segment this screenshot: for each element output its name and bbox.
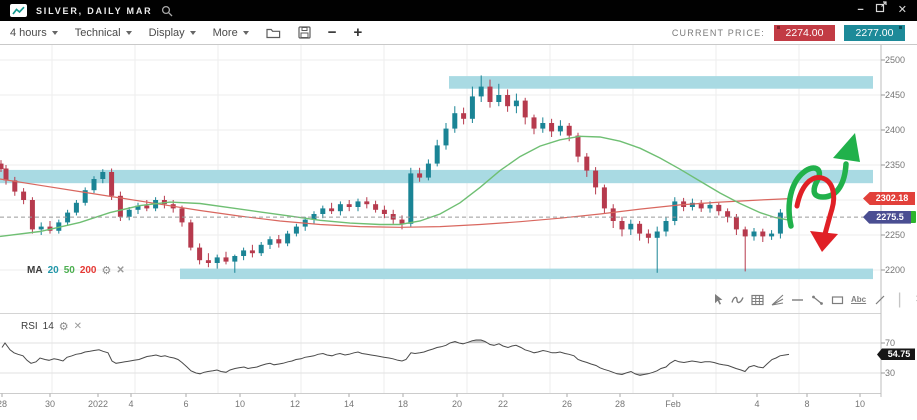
- chart-toolbar: 4 hours Technical Display More − + CURRE…: [0, 21, 917, 45]
- close-button[interactable]: ✕: [897, 4, 907, 16]
- current-price-label: CURRENT PRICE:: [671, 27, 765, 38]
- pane-borders: [0, 45, 882, 397]
- rsi-axis-label: 30: [885, 368, 896, 378]
- ma-indicator-legend: MA 20 50 200 ⚙ ✕: [27, 264, 125, 277]
- candles-layer: [0, 75, 792, 273]
- open-folder-icon[interactable]: [266, 27, 281, 39]
- freehand-curve-tool-icon[interactable]: [731, 291, 744, 308]
- price-axis-label: 2200: [885, 265, 906, 275]
- time-axis-label: 22: [497, 399, 509, 409]
- last-price-axis-label: 2275.5: [863, 210, 911, 224]
- drawing-toolbar: Abc | ✕: [711, 289, 917, 310]
- scenario-arrows: [786, 133, 860, 252]
- price-axis-label: 2250: [885, 230, 906, 240]
- last-price-edge-marker: [910, 211, 916, 224]
- rsi-axis-label: 70: [885, 338, 896, 348]
- time-axis-label: 14: [343, 399, 355, 409]
- grid-tool-icon[interactable]: [751, 291, 764, 308]
- time-axis-label: 20: [451, 399, 463, 409]
- horizontal-line-tool-icon[interactable]: [791, 291, 804, 308]
- ma-value-axis-label: 2302.18: [863, 191, 915, 205]
- time-axis-label: 4: [754, 399, 760, 409]
- display-dropdown[interactable]: Display: [149, 27, 196, 39]
- price-axis-label: 2450: [885, 90, 906, 100]
- moving-averages-layer: [0, 135, 791, 238]
- axis-ticks: [1, 59, 885, 397]
- time-axis-label: 30: [44, 399, 56, 409]
- gridlines: [0, 45, 881, 394]
- zoom-in-button[interactable]: +: [353, 23, 363, 41]
- time-axis-label: 10: [234, 399, 246, 409]
- rsi-period: 14: [42, 321, 54, 332]
- price-zones: [0, 76, 873, 280]
- rsi-label: RSI: [21, 321, 38, 332]
- time-axis-label: 4: [128, 399, 134, 409]
- time-axis-label: 18: [397, 399, 409, 409]
- price-axis-label: 2500: [885, 55, 906, 65]
- time-axis-label: 26: [561, 399, 573, 409]
- ask-price-badge[interactable]: 2277.00: [844, 24, 905, 41]
- rsi-layer: [1, 339, 790, 376]
- chart-symbol-title: SILVER, DAILY MAR: [36, 5, 153, 16]
- ma-remove-icon[interactable]: ✕: [116, 265, 125, 276]
- title-bar: SILVER, DAILY MAR − ✕: [0, 0, 917, 21]
- line-tool-icon[interactable]: [873, 291, 886, 308]
- rsi-remove-icon[interactable]: ✕: [73, 321, 83, 332]
- chevron-down-icon: [189, 30, 196, 35]
- minimize-button[interactable]: −: [857, 4, 864, 16]
- price-axis-label: 2400: [885, 125, 906, 135]
- ma-period-50: 50: [63, 265, 75, 276]
- search-icon[interactable]: [161, 5, 173, 17]
- bearish-arrow-annotation: [794, 175, 837, 237]
- toolbar-separator: |: [897, 290, 902, 308]
- close-drawing-toolbar-icon[interactable]: ✕: [913, 291, 917, 308]
- rectangle-tool-icon[interactable]: [831, 291, 844, 308]
- save-icon[interactable]: [298, 26, 311, 39]
- trendline-tool-icon[interactable]: [811, 291, 824, 308]
- time-axis-label: 6: [183, 399, 189, 409]
- price-axis-label: 2350: [885, 160, 906, 170]
- app-logo-icon: [10, 4, 27, 17]
- time-axis-label: 10: [854, 399, 866, 409]
- chevron-down-icon: [242, 30, 249, 35]
- time-axis-label: Feb: [665, 399, 681, 409]
- time-axis-label: 12: [289, 399, 301, 409]
- ma-period-200: 200: [79, 265, 97, 276]
- bid-price-badge[interactable]: 2274.00: [774, 24, 835, 41]
- text-tool-icon[interactable]: Abc: [851, 295, 867, 304]
- popout-button[interactable]: [875, 0, 887, 21]
- fan-lines-tool-icon[interactable]: [771, 291, 784, 308]
- window-controls: − ✕: [857, 0, 907, 21]
- timeframe-dropdown[interactable]: 4 hours: [10, 27, 58, 39]
- zoom-out-button[interactable]: −: [327, 23, 337, 41]
- rsi-value-axis-label: 54.75: [877, 348, 915, 361]
- chevron-down-icon: [51, 30, 58, 35]
- current-price-area: CURRENT PRICE: 2274.00 2277.00: [671, 24, 907, 41]
- time-axis-label: 2022: [87, 399, 109, 409]
- rsi-settings-gear-icon[interactable]: ⚙: [58, 321, 69, 333]
- ma-period-20: 20: [47, 265, 59, 276]
- cursor-tool-icon[interactable]: [711, 291, 724, 308]
- technical-dropdown[interactable]: Technical: [75, 27, 132, 39]
- rsi-indicator-legend: RSI 14 ⚙ ✕: [21, 320, 82, 333]
- ma-label: MA: [27, 265, 43, 276]
- time-axis-label: 28: [0, 399, 8, 409]
- time-axis-label: 8: [804, 399, 810, 409]
- time-axis-label: 28: [614, 399, 626, 409]
- chevron-down-icon: [125, 30, 132, 35]
- bullish-arrow-head: [833, 133, 860, 162]
- more-dropdown[interactable]: More: [213, 27, 249, 39]
- bearish-arrow-head: [810, 231, 838, 252]
- ma-settings-gear-icon[interactable]: ⚙: [101, 265, 112, 277]
